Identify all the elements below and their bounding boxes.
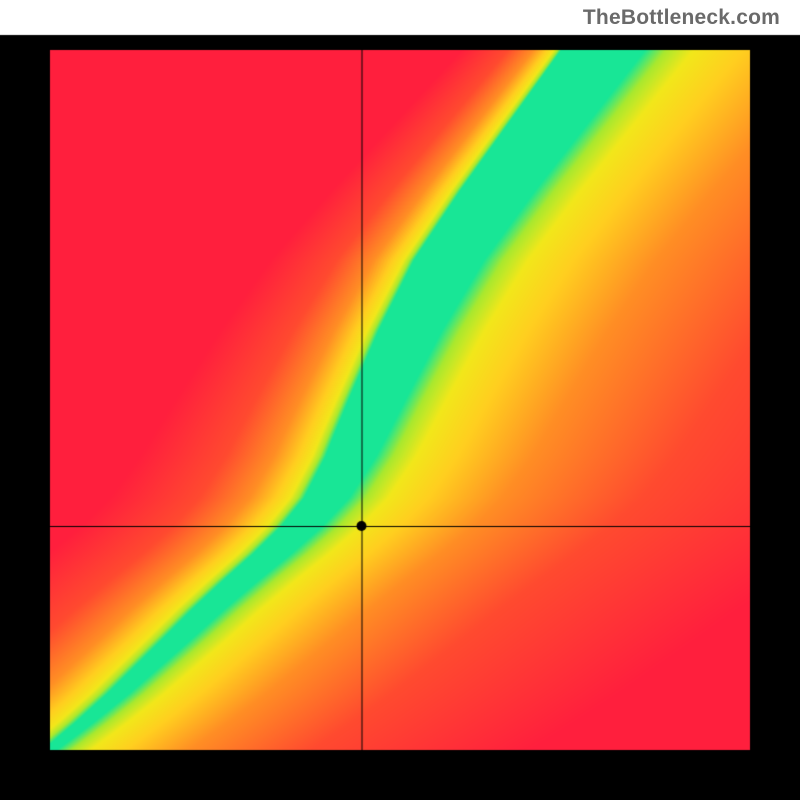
chart-container: TheBottleneck.com [0, 0, 800, 800]
attribution-text: TheBottleneck.com [583, 6, 780, 30]
heatmap-canvas [0, 0, 800, 800]
